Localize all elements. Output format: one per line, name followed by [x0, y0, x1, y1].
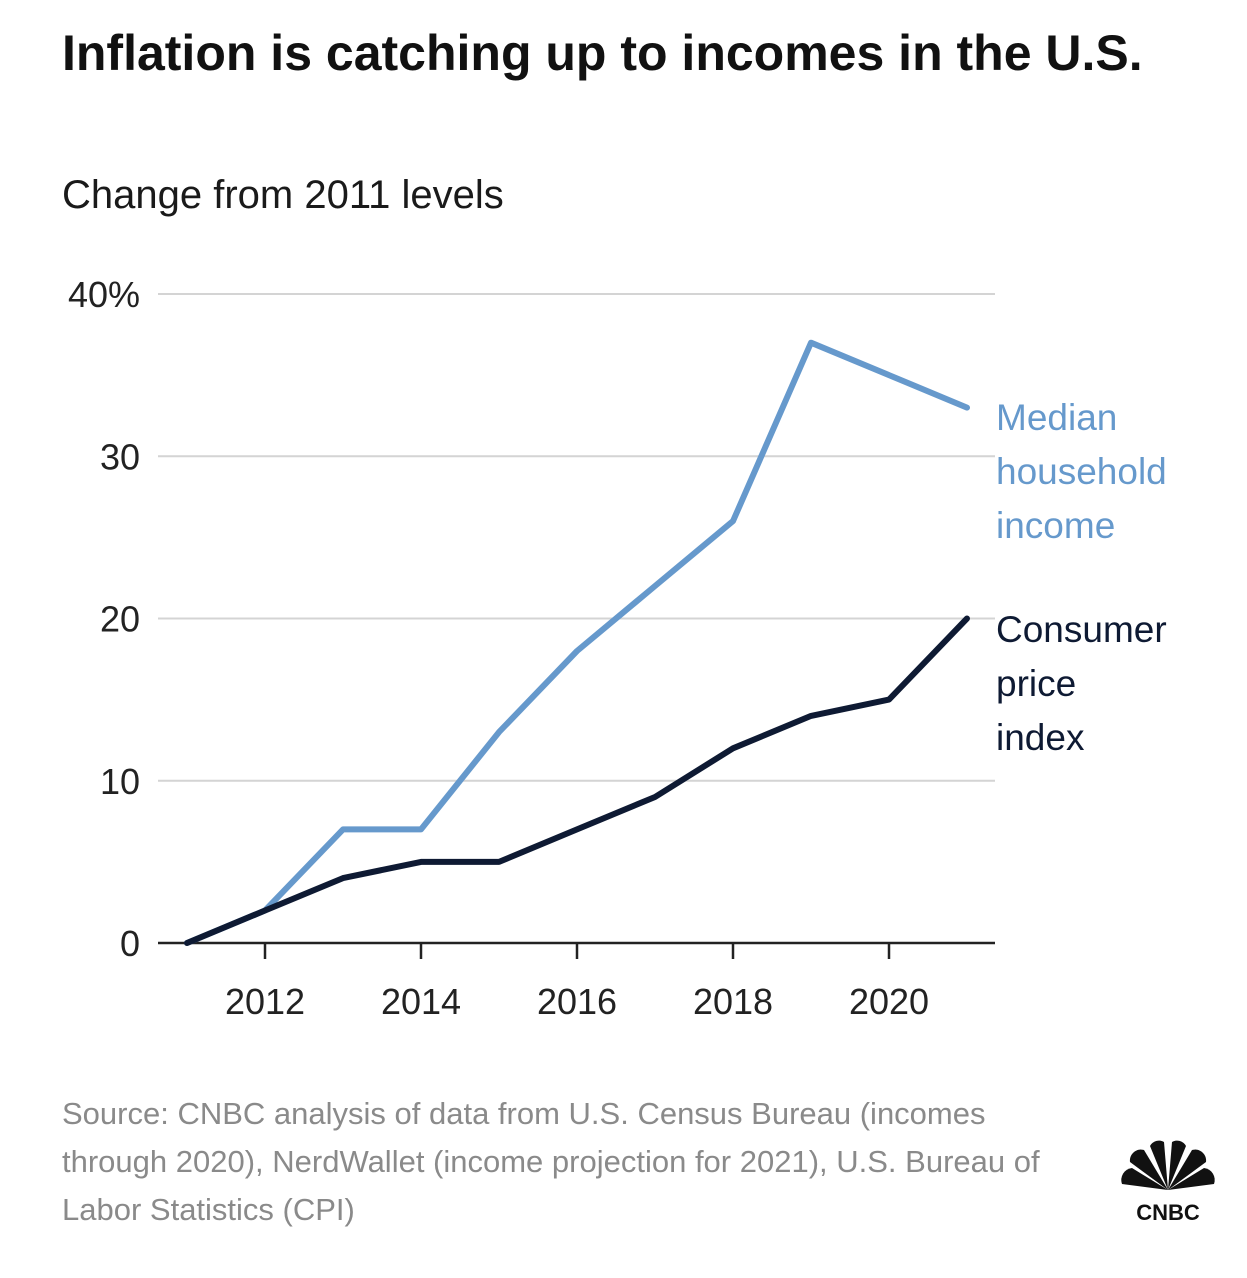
series-labels: Median household income Consumer price index: [996, 397, 1167, 758]
data-point: [732, 747, 734, 749]
data-point: [576, 828, 578, 830]
data-point: [654, 796, 656, 798]
data-point: [498, 861, 500, 863]
x-tick-label: 2012: [225, 981, 305, 1022]
data-point: [576, 650, 578, 652]
x-tick-label: 2016: [537, 981, 617, 1022]
y-axis-ticks: 0 10 20 30 40%: [68, 274, 140, 964]
series-label-line: Median: [996, 397, 1117, 438]
data-point: [810, 342, 812, 344]
series-label-line: price: [996, 663, 1076, 704]
x-tick-label: 2018: [693, 981, 773, 1022]
data-point: [810, 715, 812, 717]
series-line-median-household-income: [184, 339, 970, 946]
series-label-line: household: [996, 451, 1167, 492]
y-tick-label: 0: [120, 923, 140, 964]
x-axis-ticks: 2012 2014 2016 2018 2020: [225, 943, 929, 1022]
data-point: [420, 828, 422, 830]
cnbc-peacock-logo: CNBC: [1121, 1140, 1215, 1225]
x-tick-label: 2020: [849, 981, 929, 1022]
data-point: [186, 942, 188, 944]
data-point: [498, 731, 500, 733]
x-tick-label: 2014: [381, 981, 461, 1022]
series-label-line: index: [996, 717, 1085, 758]
y-tick-label: 30: [100, 436, 140, 477]
line-chart: 0 10 20 30 40% 2012 2014 2016 2018 2020 Median ho…: [68, 274, 1167, 1022]
series-label-line: income: [996, 505, 1115, 546]
data-point: [966, 618, 968, 619]
y-tick-label: 40%: [68, 274, 140, 315]
data-point: [888, 374, 890, 376]
data-point: [342, 828, 344, 830]
y-tick-label: 20: [100, 599, 140, 640]
chart-subtitle: Change from 2011 levels: [62, 173, 504, 217]
data-point: [966, 407, 968, 409]
data-point: [264, 910, 266, 912]
data-point: [888, 699, 890, 701]
series-label-line: Consumer: [996, 609, 1167, 650]
y-tick-label: 10: [100, 761, 140, 802]
source-note: Source: CNBC analysis of data from U.S. …: [62, 1096, 1040, 1227]
logo-text: CNBC: [1136, 1200, 1200, 1225]
series-lines: [184, 339, 970, 946]
data-point: [732, 520, 734, 522]
data-point: [654, 585, 656, 587]
data-point: [420, 861, 422, 863]
data-point: [342, 877, 344, 879]
gridlines: [158, 293, 995, 945]
chart-title: Inflation is catching up to incomes in t…: [62, 25, 1143, 81]
